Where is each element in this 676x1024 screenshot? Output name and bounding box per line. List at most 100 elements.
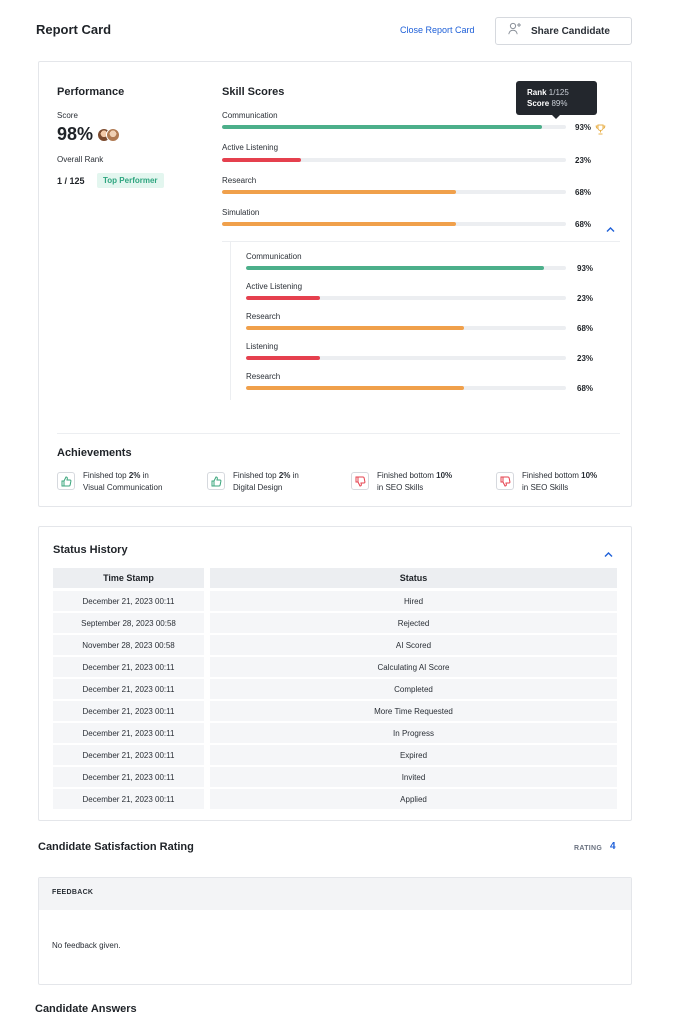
achievement-text: Finished top 2% in Visual Communication [83, 471, 163, 492]
subskill-bar-active-listening[interactable] [246, 296, 566, 300]
subskill-pct-listening: 23% [577, 354, 594, 363]
subskill-bar-communication[interactable] [246, 266, 566, 270]
column-header-status: Status [210, 568, 617, 588]
share-candidate-button[interactable]: Share Candidate [495, 17, 632, 45]
thumbs-up-icon [57, 472, 75, 490]
table-cell-status: In Progress [210, 723, 617, 743]
table-cell-timestamp: December 21, 2023 00:11 [53, 657, 204, 677]
skill-bar-fill [222, 222, 456, 226]
skill-bar-research[interactable] [222, 190, 566, 194]
table-cell-status: Invited [210, 767, 617, 787]
tooltip-score-value: 89% [551, 99, 568, 108]
achievement-item: Finished top 2% in Digital Design [207, 470, 333, 494]
subskill-label-research: Research [246, 312, 281, 321]
skill-bar-communication[interactable] [222, 125, 566, 129]
share-candidate-label: Share Candidate [531, 25, 610, 37]
overall-rank-value: 1 / 125 [57, 176, 85, 186]
table-cell-timestamp: November 28, 2023 00:58 [53, 635, 204, 655]
feedback-header [39, 878, 631, 910]
table-cell-timestamp: September 28, 2023 00:58 [53, 613, 204, 633]
add-user-icon [508, 22, 522, 40]
rating-label: RATING [574, 845, 603, 852]
skill-bar-active-listening[interactable] [222, 158, 566, 162]
subskill-bar-listening[interactable] [246, 356, 566, 360]
skill-label-communication: Communication [222, 111, 278, 120]
achievement-text: Finished bottom 10% in SEO Skills [522, 471, 598, 492]
table-cell-status: Completed [210, 679, 617, 699]
achievement-item: Finished bottom 10% in SEO Skills [351, 470, 477, 494]
skill-bar-fill [222, 190, 456, 194]
performance-title: Performance [57, 86, 125, 98]
close-report-card-link[interactable]: Close Report Card [400, 25, 475, 35]
rating-value: 4 [610, 841, 616, 852]
subskill-pct-communication: 93% [577, 264, 594, 273]
table-cell-status: Expired [210, 745, 617, 765]
feedback-text: No feedback given. [52, 941, 121, 950]
score-value-row: 98% [57, 124, 121, 145]
table-cell-status: Applied [210, 789, 617, 809]
trophy-icon [595, 122, 606, 140]
table-cell-status: Calculating AI Score [210, 657, 617, 677]
chevron-up-icon[interactable] [604, 545, 613, 563]
table-cell-status: Hired [210, 591, 617, 611]
score-value: 98% [57, 124, 94, 144]
report-card-panel [38, 61, 632, 507]
tooltip-rank-value: 1/125 [548, 88, 569, 97]
thumbs-down-icon [351, 472, 369, 490]
score-label: Score [57, 111, 78, 120]
overall-rank-label: Overall Rank [57, 155, 104, 164]
table-cell-timestamp: December 21, 2023 00:11 [53, 767, 204, 787]
tooltip-rank-label: Rank [527, 88, 547, 97]
status-history-title: Status History [53, 544, 128, 556]
skill-pct-active-listening: 23% [575, 156, 592, 165]
achievement-text: Finished bottom 10% in SEO Skills [377, 471, 453, 492]
table-cell-timestamp: December 21, 2023 00:11 [53, 591, 204, 611]
table-cell-status: More Time Requested [210, 701, 617, 721]
tooltip-score-label: Score [527, 99, 550, 108]
column-header-timestamp: Time Stamp [53, 568, 204, 588]
skill-pct-research: 68% [575, 188, 592, 197]
subskill-label-listening: Listening [246, 342, 279, 351]
skill-pct-simulation: 68% [575, 220, 592, 229]
subskill-label-active-listening: Active Listening [246, 282, 303, 291]
top-performer-badge: Top Performer [97, 173, 164, 188]
skill-label-active-listening: Active Listening [222, 143, 279, 152]
table-cell-status: Rejected [210, 613, 617, 633]
subskill-bar-research[interactable] [246, 326, 566, 330]
skill-bar-fill [222, 158, 302, 162]
subskill-label-communication: Communication [246, 252, 302, 261]
table-cell-timestamp: December 21, 2023 00:11 [53, 723, 204, 743]
skill-bar-fill [246, 266, 544, 270]
chevron-up-icon[interactable] [606, 220, 615, 238]
page-title: Report Card [36, 22, 112, 37]
achievement-item: Finished bottom 10% in SEO Skills [496, 470, 622, 494]
divider [230, 242, 231, 400]
skill-bar-fill [222, 125, 542, 129]
divider [222, 241, 620, 242]
skill-label-simulation: Simulation [222, 208, 260, 217]
subskill-pct-active-listening: 23% [577, 294, 594, 303]
skill-pct-communication: 93% [575, 123, 592, 132]
avatar-group [97, 127, 121, 142]
skill-scores-title: Skill Scores [222, 86, 285, 98]
thumbs-down-icon [496, 472, 514, 490]
table-cell-status: AI Scored [210, 635, 617, 655]
divider [57, 433, 620, 434]
skill-bar-fill [246, 326, 464, 330]
skill-bar-simulation[interactable] [222, 222, 566, 226]
skill-bar-fill [246, 356, 320, 360]
skill-tooltip: Rank 1/125 Score 89% [516, 81, 597, 115]
subskill-label-research-2: Research [246, 372, 281, 381]
skill-bar-fill [246, 296, 320, 300]
achievement-item: Finished top 2% in Visual Communication [57, 470, 183, 494]
avatar [106, 127, 121, 142]
table-cell-timestamp: December 21, 2023 00:11 [53, 701, 204, 721]
skill-bar-fill [246, 386, 464, 390]
feedback-label: FEEDBACK [52, 889, 94, 896]
satisfaction-title: Candidate Satisfaction Rating [38, 841, 194, 853]
subskill-pct-research-2: 68% [577, 384, 594, 393]
candidate-answers-title: Candidate Answers [35, 1003, 137, 1015]
achievements-title: Achievements [57, 447, 132, 459]
subskill-bar-research-2[interactable] [246, 386, 566, 390]
skill-label-research: Research [222, 176, 257, 185]
